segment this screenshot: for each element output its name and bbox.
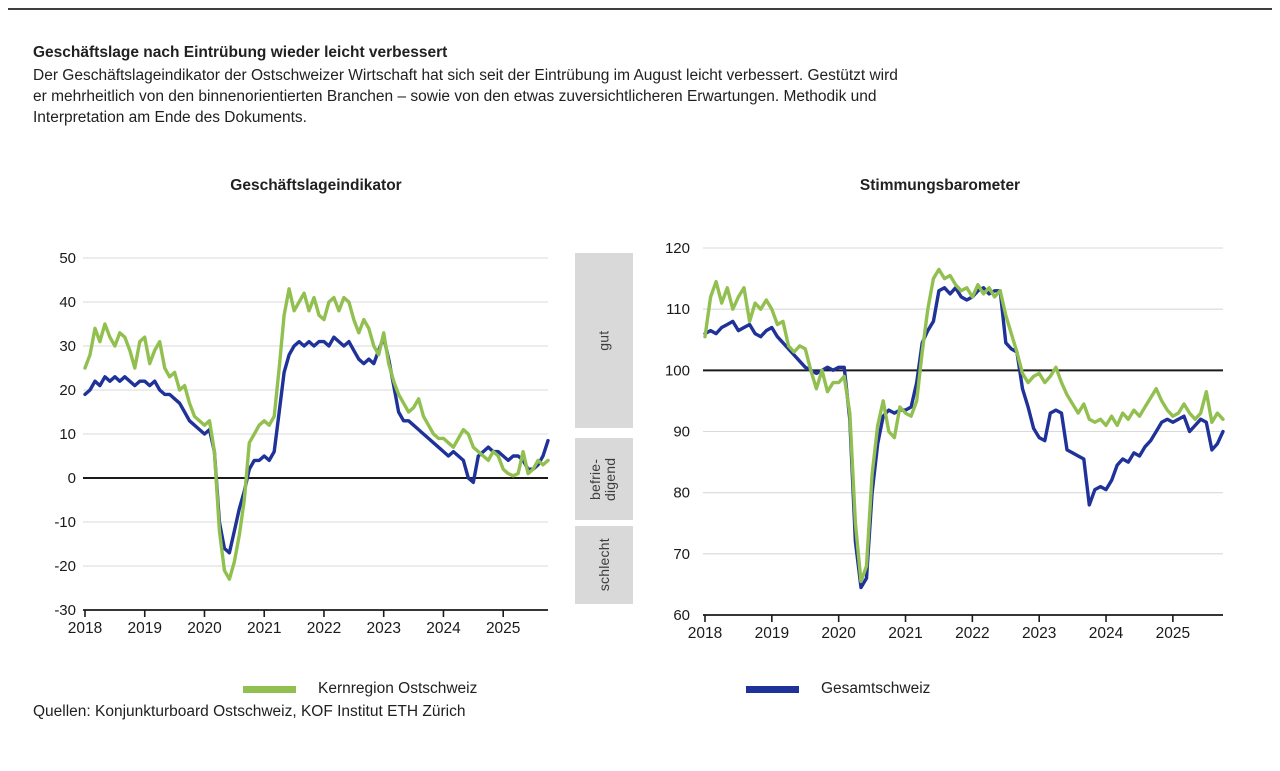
source-note: Quellen: Konjunkturboard Ostschweiz, KOF…: [33, 703, 466, 720]
x-tick-label: 2020: [821, 625, 856, 642]
rating-band-befriedigend-label: befrie- digend: [587, 457, 619, 501]
rating-band-befriedigend: befrie- digend: [575, 438, 633, 520]
rating-band-gut-label: gut: [595, 330, 612, 351]
legend-gesamtschweiz: Gesamtschweiz: [746, 679, 930, 699]
y-tick-label: 110: [666, 301, 690, 318]
legend-label-kernregion: Kernregion Ostschweiz: [318, 680, 478, 697]
legend-swatch-kernregion: [243, 685, 296, 693]
rating-band-gut: gut: [575, 253, 633, 428]
y-tick-label: -20: [54, 558, 76, 575]
x-tick-label: 2025: [1156, 625, 1190, 642]
y-tick-label: 60: [673, 607, 690, 624]
intro-line-3: Interpretation am Ende des Dokuments.: [33, 109, 307, 126]
legend-label-gesamtschweiz: Gesamtschweiz: [821, 680, 931, 697]
x-tick-label: 2020: [187, 620, 222, 637]
intro-line-1: Der Geschäftslageindikator der Ostschwei…: [33, 67, 898, 84]
y-tick-label: 20: [59, 382, 76, 399]
x-tick-label: 2019: [127, 620, 161, 637]
rating-band-schlecht: schlecht: [575, 526, 633, 604]
x-tick-label: 2025: [486, 620, 520, 637]
y-tick-label: 50: [59, 250, 76, 267]
x-tick-label: 2019: [755, 625, 789, 642]
x-tick-label: 2022: [955, 625, 989, 642]
x-tick-label: 2024: [426, 620, 461, 637]
x-tick-label: 2023: [366, 620, 400, 637]
x-tick-label: 2022: [307, 620, 341, 637]
series-line-gesamtschweiz: [703, 286, 1225, 590]
chart-title-stimmungsbarometer: Stimmungsbarometer: [859, 177, 1021, 194]
legend-kernregion-ostschweiz: Kernregion Ostschweiz: [243, 679, 477, 699]
y-tick-label: 40: [59, 294, 76, 311]
y-tick-label: -30: [54, 602, 76, 619]
x-tick-label: 2018: [68, 620, 102, 637]
y-tick-label: 70: [673, 546, 690, 563]
series-line-kernregion: [703, 267, 1225, 584]
y-tick-label: 120: [665, 240, 690, 257]
x-tick-label: 2018: [688, 625, 722, 642]
legend-swatch-gesamtschweiz: [746, 685, 799, 693]
y-tick-label: -10: [54, 514, 76, 531]
y-tick-label: 0: [68, 470, 76, 487]
y-tick-label: 100: [665, 362, 690, 379]
x-tick-label: 2024: [1089, 625, 1124, 642]
page-title: Geschäftslage nach Eintrübung wieder lei…: [33, 44, 448, 61]
x-tick-label: 2021: [247, 620, 281, 637]
series-line-gesamtschweiz: [83, 335, 550, 555]
y-tick-label: 30: [59, 338, 76, 355]
x-tick-label: 2021: [888, 625, 922, 642]
rating-band-schlecht-label: schlecht: [595, 538, 612, 592]
y-tick-label: 90: [673, 424, 690, 441]
chart-title-geschaeftslageindikator: Geschäftslageindikator: [230, 177, 402, 194]
intro-paragraph: Der Geschäftslageindikator der Ostschwei…: [33, 65, 1183, 128]
intro-line-2: er mehrheitlich von den binnenorientiert…: [33, 88, 877, 105]
x-tick-label: 2023: [1022, 625, 1056, 642]
y-tick-label: 80: [673, 485, 690, 502]
y-tick-label: 10: [59, 426, 76, 443]
series-line-kernregion: [83, 287, 550, 581]
page-top-rule: [8, 8, 1272, 10]
